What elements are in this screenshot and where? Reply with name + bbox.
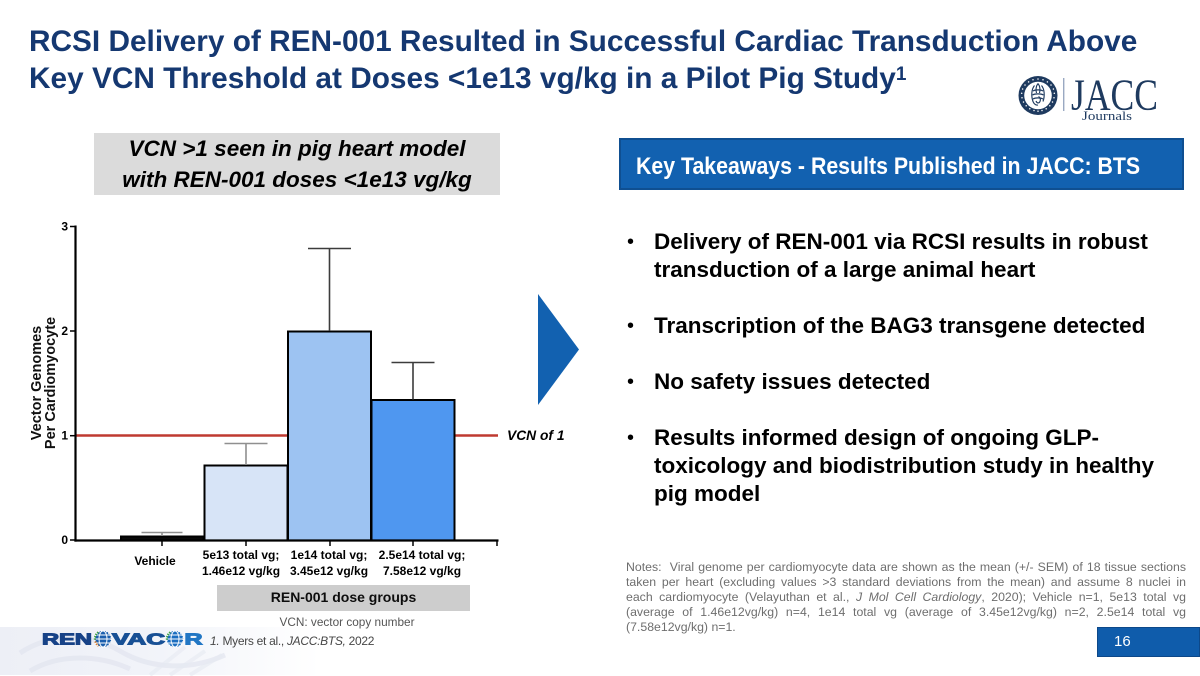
svg-text:R: R <box>185 632 204 649</box>
svg-text:Journals: Journals <box>1082 109 1132 123</box>
svg-text:1: 1 <box>61 429 68 443</box>
svg-text:2: 2 <box>61 324 68 338</box>
svg-text:JACC: JACC <box>1071 71 1158 120</box>
svg-text:VCN of 1: VCN of 1 <box>507 428 565 443</box>
svg-text:0: 0 <box>61 533 68 547</box>
svg-text:3: 3 <box>61 220 68 234</box>
svg-text:REN: REN <box>42 632 92 649</box>
svg-text:Per Cardiomyocyte: Per Cardiomyocyte <box>43 317 59 449</box>
svg-text:Vector Genomes: Vector Genomes <box>29 326 45 440</box>
svg-text:VAC: VAC <box>112 632 166 649</box>
